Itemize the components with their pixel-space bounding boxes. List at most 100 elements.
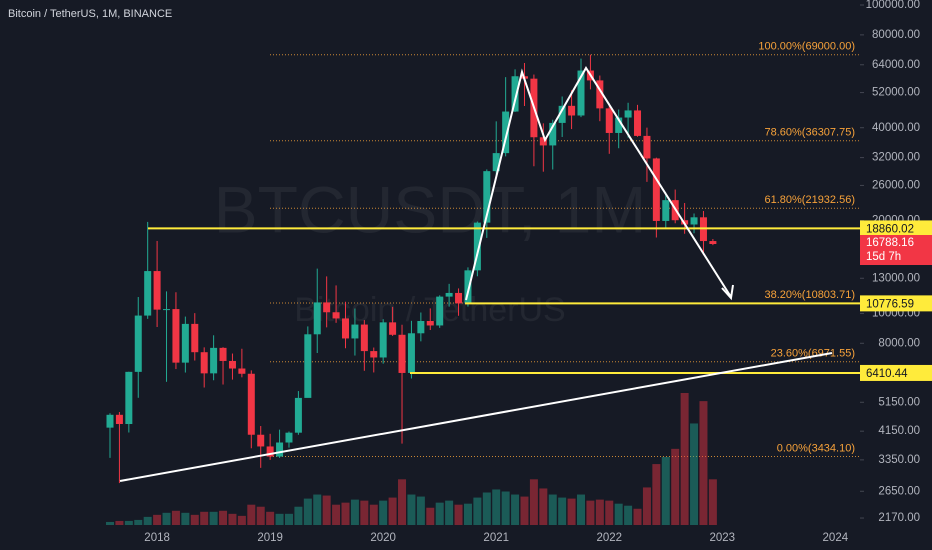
volume-bar — [708, 479, 717, 525]
candle-body — [351, 324, 359, 339]
volume-bar — [294, 506, 303, 525]
volume-bar — [162, 512, 171, 525]
volume-bar — [642, 487, 651, 525]
candle-body — [502, 111, 510, 154]
fib-label: 100.00%(69000.00) — [758, 41, 855, 53]
volume-bar — [652, 464, 661, 525]
volume-bar — [539, 488, 548, 525]
level-price-label: 10776.59 — [866, 298, 914, 310]
watermark: BTCUSDT, 1M — [214, 172, 647, 246]
candle-body — [445, 292, 453, 297]
drawings — [119, 66, 833, 482]
volume-bar — [134, 519, 143, 525]
volume-bar — [567, 498, 576, 525]
candle-body — [643, 135, 651, 159]
candle-body — [125, 371, 133, 425]
candle-body — [219, 347, 227, 361]
candle-body — [407, 333, 415, 373]
fib-label: 78.60%(36307.75) — [764, 127, 855, 139]
volume-bar — [690, 423, 699, 525]
volume-bar — [407, 494, 416, 525]
y-tick-label: 2650.00 — [878, 485, 920, 497]
candle-body — [455, 292, 463, 304]
x-tick-label: 2020 — [370, 532, 396, 544]
candle-body — [276, 442, 284, 457]
volume-bar — [190, 514, 199, 525]
candle-body — [539, 137, 547, 146]
y-tick-label: 100000.00 — [866, 0, 920, 11]
candle-body — [398, 334, 406, 373]
chart-title: Bitcoin / TetherUS, 1M, BINANCE — [8, 8, 172, 20]
y-tick-label: 80000.00 — [872, 29, 920, 41]
volume-bar — [482, 492, 491, 525]
volume-bar — [200, 511, 209, 525]
volume-bar — [237, 515, 246, 525]
volume-bar — [388, 497, 397, 525]
y-tick-label: 52000.00 — [872, 87, 920, 99]
level-price-label: 6410.44 — [866, 368, 908, 380]
volume-bar — [398, 479, 407, 525]
last-price-label: 16788.16 — [866, 237, 914, 249]
x-tick-label: 2023 — [710, 532, 736, 544]
candle-body — [577, 70, 585, 116]
volume-bar — [492, 489, 501, 525]
candle-body — [323, 302, 331, 313]
volume-bar — [266, 511, 275, 525]
volume-bar — [369, 504, 378, 525]
candle-body — [106, 414, 114, 428]
volume-bar — [350, 499, 359, 525]
candle-body — [549, 122, 557, 146]
volume-bar — [284, 513, 293, 525]
volume-bar — [548, 494, 557, 525]
volume-bar — [558, 497, 567, 525]
volume-bar — [124, 520, 133, 525]
volume-bar — [322, 495, 331, 525]
candle-body — [200, 352, 208, 374]
volume-bar — [463, 503, 472, 525]
candle-body — [285, 432, 293, 443]
volume-bar — [106, 521, 114, 525]
volume-bar — [379, 500, 388, 525]
candle-body — [634, 110, 642, 136]
candle-body — [144, 271, 152, 316]
candle-body — [115, 414, 123, 425]
volume-bar — [473, 497, 482, 525]
volume-bar — [426, 507, 435, 525]
volume-bar — [209, 511, 218, 525]
volume-bar — [313, 494, 322, 525]
x-tick-label: 2021 — [483, 532, 509, 544]
volume-bar — [671, 448, 680, 525]
countdown-label: 15d 7h — [866, 251, 901, 263]
candle-body — [511, 76, 519, 112]
x-tick-label: 2019 — [257, 532, 283, 544]
candle-body — [379, 322, 387, 358]
volume-bar — [247, 504, 256, 525]
candle-body — [483, 171, 491, 223]
level-price-box — [860, 295, 932, 312]
candle-body — [294, 397, 302, 433]
plot: 100.00%(69000.00) 78.60%(36307.75) 61.80%(… — [106, 0, 932, 544]
volume-bar — [520, 496, 529, 525]
volume-bar — [275, 513, 284, 525]
candle-body — [313, 302, 321, 335]
volume-bar — [529, 479, 538, 525]
volume-bar — [228, 513, 237, 525]
x-tick-label: 2024 — [823, 532, 849, 544]
level-price-box — [860, 364, 932, 381]
candle-body — [436, 296, 444, 326]
candle-body — [332, 312, 340, 319]
candle-body — [191, 323, 199, 353]
candle-body — [342, 318, 349, 339]
x-tick-label: 2018 — [144, 532, 170, 544]
y-tick-label: 26000.00 — [872, 179, 920, 191]
candle-body — [163, 309, 171, 311]
volume-bar — [115, 520, 124, 525]
candle-body — [370, 351, 378, 358]
volume-bar — [341, 502, 350, 525]
y-tick-label: 5150.00 — [878, 396, 920, 408]
volume-bar — [171, 510, 180, 525]
volume-bar — [586, 500, 595, 525]
x-tick-label: 2022 — [596, 532, 622, 544]
candle-body — [247, 373, 255, 435]
arrow-head — [721, 284, 734, 301]
